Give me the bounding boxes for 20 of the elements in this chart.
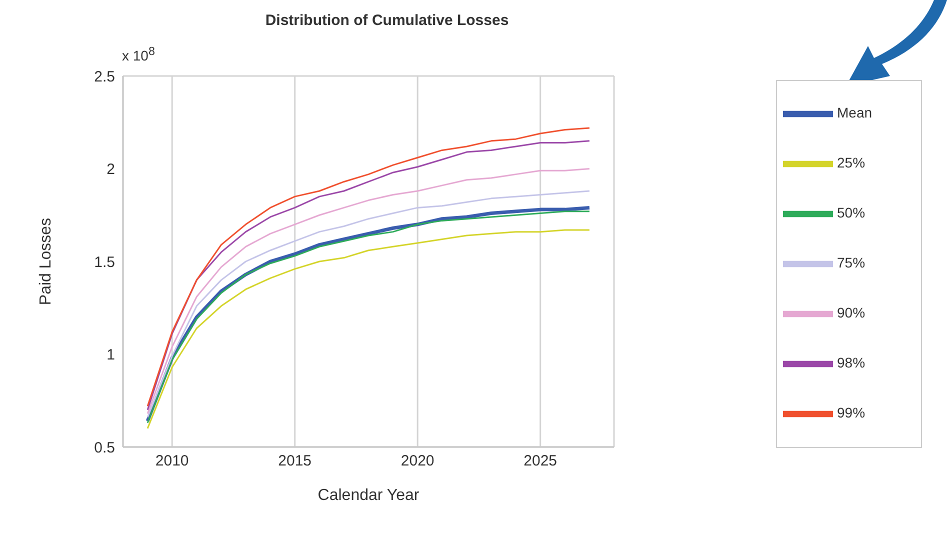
y-tick-label: 1	[106, 346, 115, 364]
legend-label: 50%	[837, 204, 866, 221]
text: x 10$^{8}$	[122, 45, 155, 64]
y-tick-label: 2	[106, 161, 115, 178]
legend-label: Mean	[837, 104, 872, 121]
chart-title: Distribution of Cumulative Losses	[264, 12, 510, 29]
x-tick-label: 2020	[400, 452, 434, 470]
x-tick-label: 2010	[155, 452, 189, 470]
x-tick-label: 2015	[278, 452, 312, 470]
y-tick-label: 1.5	[94, 254, 115, 271]
legend-label: 98%	[837, 354, 866, 371]
legend-label: 99%	[837, 404, 866, 421]
y-axis-title: Paid Losses	[38, 218, 55, 306]
legend-label: 25%	[837, 154, 866, 171]
x-axis-title: Calendar Year	[318, 487, 420, 504]
legend-label: 75%	[837, 254, 866, 271]
y-tick-label: 0.5	[94, 439, 115, 456]
legend-label: 90%	[837, 304, 866, 321]
x-tick-label: 2025	[524, 452, 558, 470]
y-tick-label: 2.5	[94, 68, 115, 86]
